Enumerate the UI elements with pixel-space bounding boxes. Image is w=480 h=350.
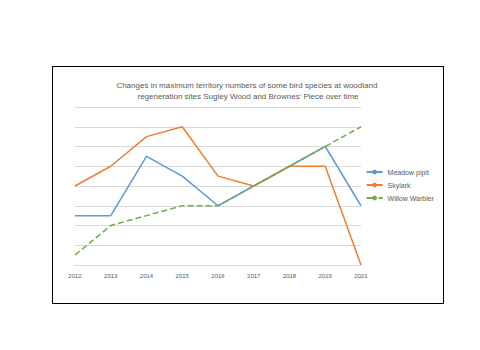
svg-text:regeneration sites Sugley Wood: regeneration sites Sugley Wood and Brown… <box>137 92 359 101</box>
svg-text:Skylark: Skylark <box>388 182 411 190</box>
svg-text:2014: 2014 <box>140 273 154 279</box>
svg-text:2018: 2018 <box>283 273 297 279</box>
svg-text:2016: 2016 <box>211 273 225 279</box>
svg-text:2015: 2015 <box>176 273 190 279</box>
svg-text:Willow Warbler: Willow Warbler <box>388 195 435 202</box>
svg-text:Meadow pipit: Meadow pipit <box>388 169 429 177</box>
svg-text:Changes in maximum territory n: Changes in maximum territory numbers of … <box>116 81 379 90</box>
svg-text:2017: 2017 <box>247 273 261 279</box>
svg-text:2013: 2013 <box>104 273 118 279</box>
svg-text:2012: 2012 <box>68 273 82 279</box>
svg-text:2021: 2021 <box>354 273 368 279</box>
svg-text:2019: 2019 <box>319 273 333 279</box>
